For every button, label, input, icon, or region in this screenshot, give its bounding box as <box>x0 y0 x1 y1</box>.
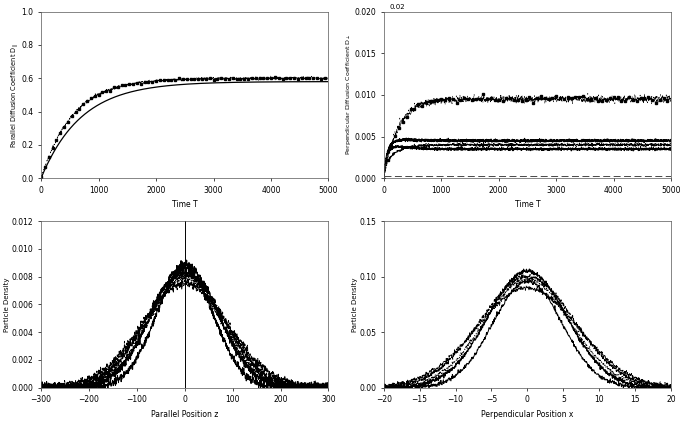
X-axis label: Perpendicular Position x: Perpendicular Position x <box>481 410 573 419</box>
X-axis label: Time T: Time T <box>172 201 197 209</box>
Y-axis label: Particle Density: Particle Density <box>351 277 358 332</box>
X-axis label: Time T: Time T <box>514 201 540 209</box>
Y-axis label: Perpendicular Diffusion Coefficient D$_\perp$: Perpendicular Diffusion Coefficient D$_\… <box>344 34 353 155</box>
Y-axis label: Parallel Diffusion Coefficient D$_\parallel$: Parallel Diffusion Coefficient D$_\paral… <box>9 42 20 148</box>
Y-axis label: Particle Density: Particle Density <box>4 277 10 332</box>
X-axis label: Parallel Position z: Parallel Position z <box>151 410 219 419</box>
Text: 0.02: 0.02 <box>390 4 405 10</box>
